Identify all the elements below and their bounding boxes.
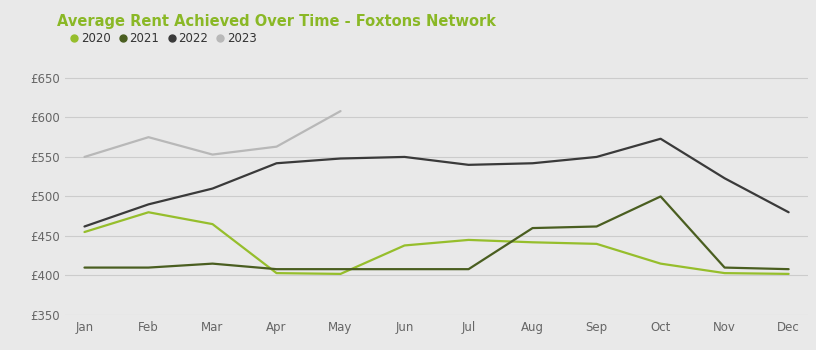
Legend: 2020, 2021, 2022, 2023: 2020, 2021, 2022, 2023: [71, 32, 256, 45]
Text: Average Rent Achieved Over Time - Foxtons Network: Average Rent Achieved Over Time - Foxton…: [57, 14, 496, 29]
